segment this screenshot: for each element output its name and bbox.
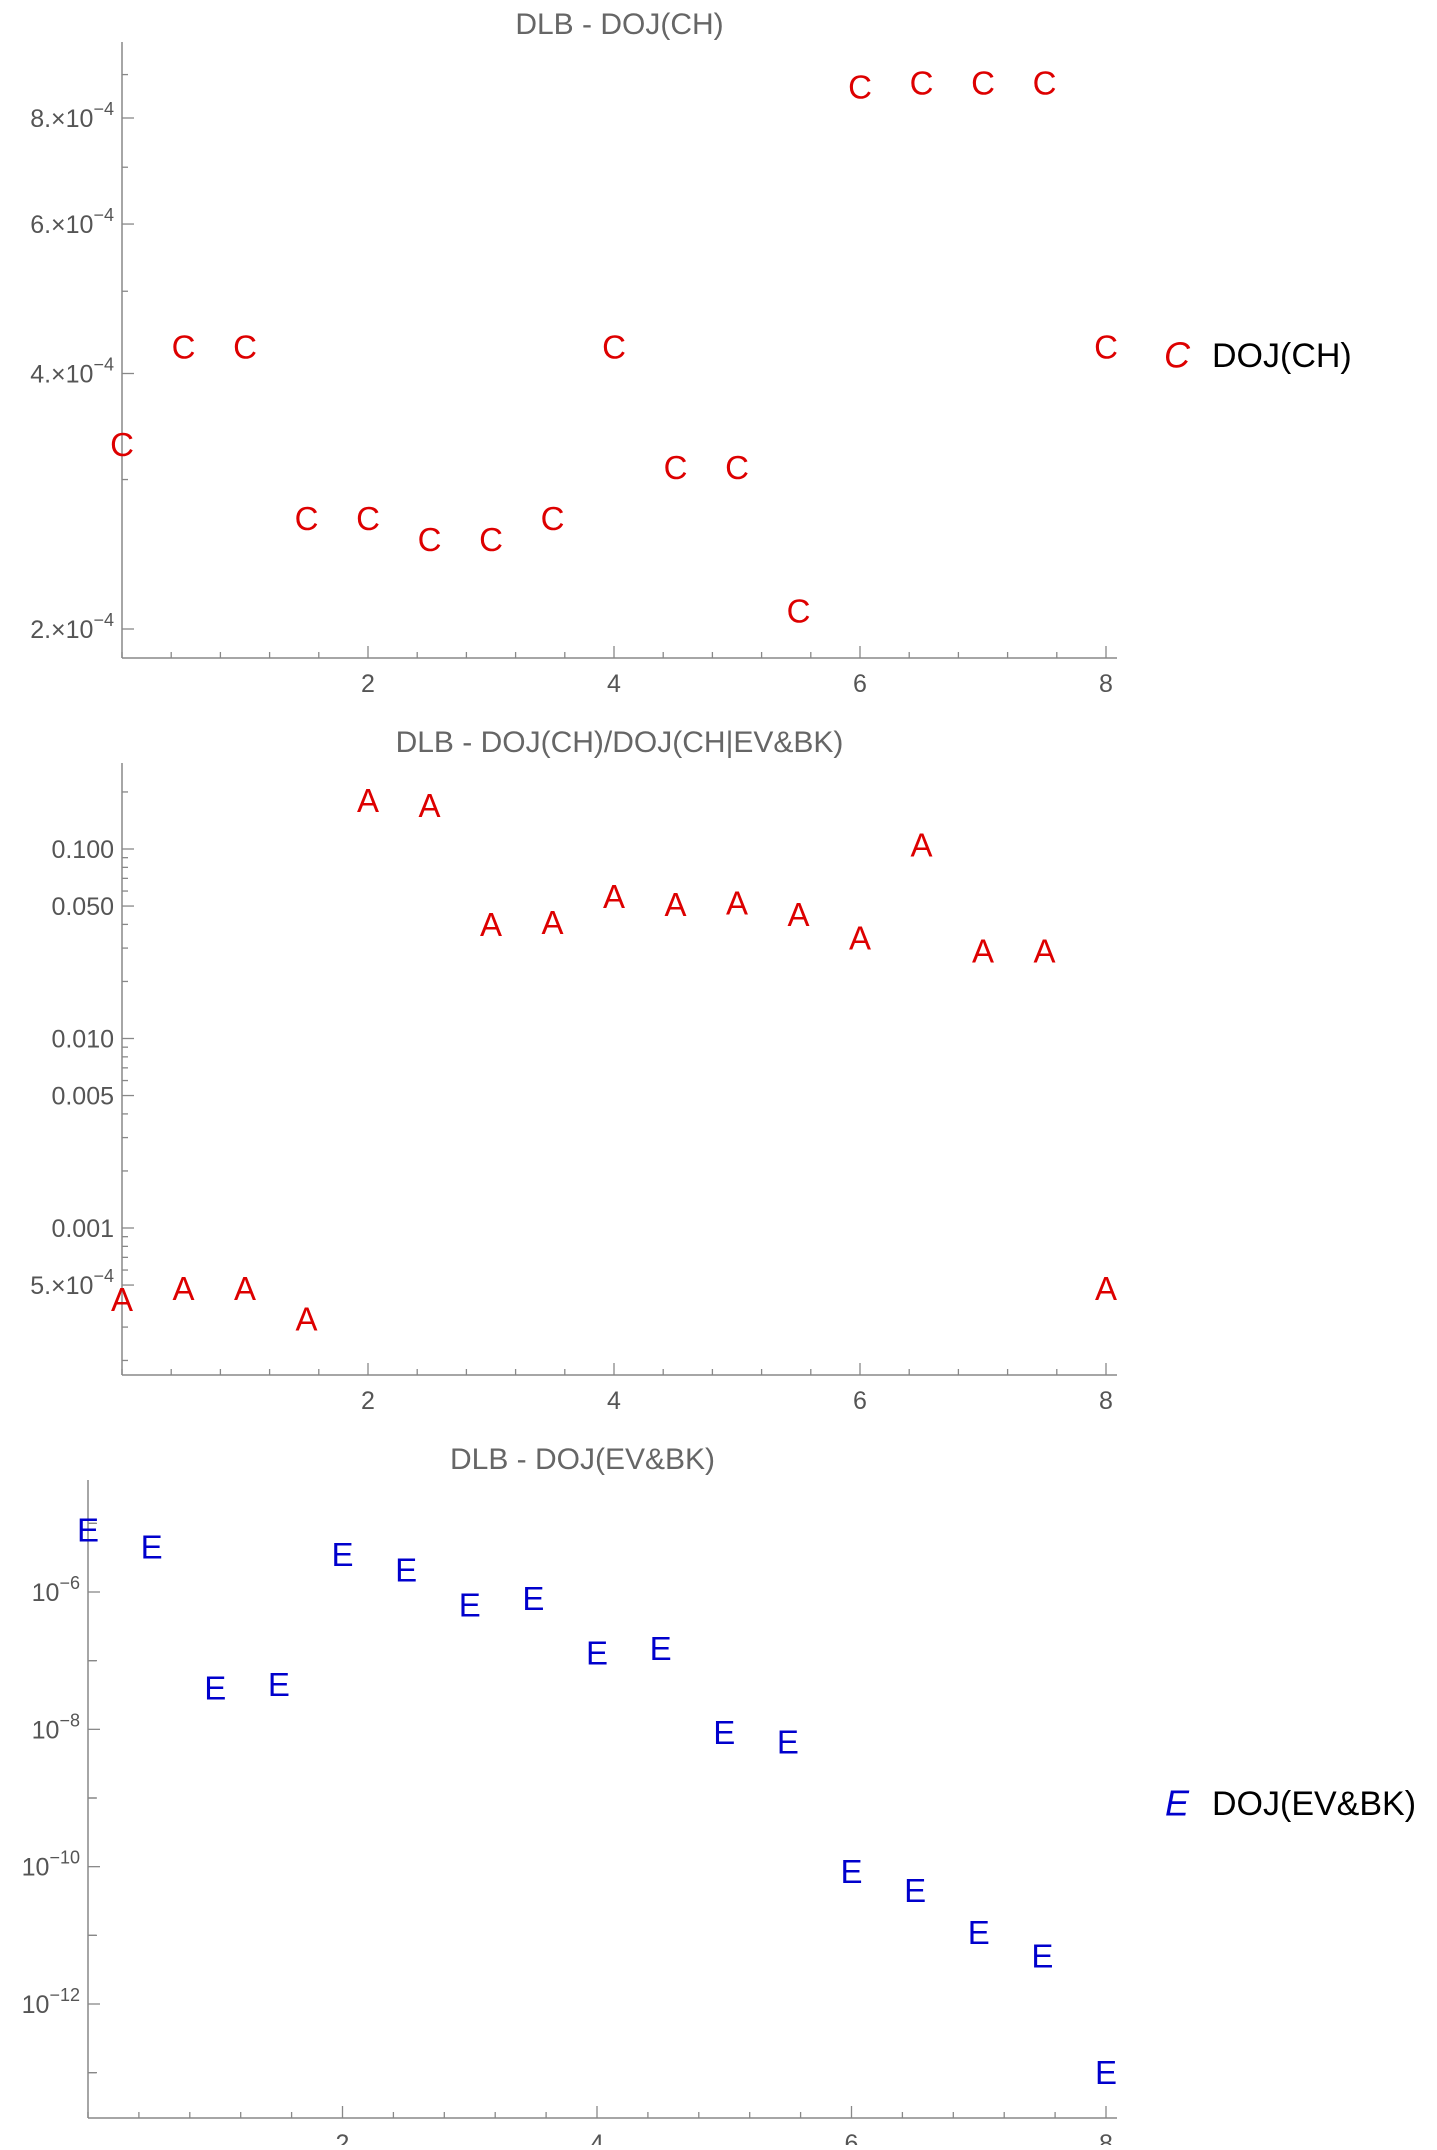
data-point: C bbox=[541, 500, 565, 537]
data-point: C bbox=[664, 449, 688, 486]
x-tick-label: 4 bbox=[590, 2130, 604, 2145]
y-tick-label: 8.×10−4 bbox=[30, 99, 114, 133]
data-point: C bbox=[725, 449, 749, 486]
x-tick-label: 4 bbox=[607, 670, 621, 698]
data-point: E bbox=[459, 1586, 481, 1623]
x-tick-label: 2 bbox=[336, 2130, 350, 2145]
y-tick-label: 10−12 bbox=[22, 1985, 80, 2019]
data-point: C bbox=[910, 64, 934, 101]
y-tick-label: 0.050 bbox=[51, 893, 114, 921]
data-point: E bbox=[650, 1630, 672, 1667]
chart-panel-1: DLB - DOJ(CH) 2.×10−4 4.×10−4 6.×10−4 8.×10−… bbox=[30, 8, 1352, 698]
data-point: A bbox=[1095, 1270, 1117, 1307]
data-point: E bbox=[968, 1914, 990, 1951]
data-point: E bbox=[1031, 1938, 1053, 1975]
data-point: A bbox=[480, 906, 502, 943]
data-point: E bbox=[331, 1536, 353, 1573]
x-tick-label: 4 bbox=[607, 1387, 621, 1415]
data-point: C bbox=[418, 521, 442, 558]
data-point: E bbox=[840, 1853, 862, 1890]
data-point: A bbox=[295, 1301, 317, 1338]
legend: C DOJ(CH) bbox=[1164, 335, 1352, 376]
data-point: C bbox=[787, 593, 811, 630]
data-point: E bbox=[713, 1714, 735, 1751]
data-point: C bbox=[971, 64, 995, 101]
legend-marker: E bbox=[1165, 1783, 1190, 1824]
data-point: A bbox=[664, 886, 686, 923]
data-point: E bbox=[141, 1529, 163, 1566]
legend-label: DOJ(CH) bbox=[1212, 337, 1352, 375]
legend-marker: C bbox=[1164, 335, 1191, 376]
data-point: C bbox=[172, 328, 196, 365]
data-point: C bbox=[602, 328, 626, 365]
y-tick-label: 6.×10−4 bbox=[30, 205, 114, 239]
data-point: C bbox=[356, 500, 380, 537]
y-tick-label: 10−6 bbox=[32, 1573, 80, 1607]
x-tick-label: 6 bbox=[845, 2130, 859, 2145]
data-point: A bbox=[418, 787, 440, 824]
chart-title: DLB - DOJ(CH)/DOJ(CH|EV&BK) bbox=[396, 726, 844, 759]
x-tick-label: 8 bbox=[1099, 670, 1113, 698]
data-point: C bbox=[1033, 64, 1057, 101]
data-point: A bbox=[910, 826, 932, 863]
data-point: E bbox=[204, 1669, 226, 1706]
legend: E DOJ(EV&BK) bbox=[1165, 1783, 1416, 1824]
data-point: E bbox=[1095, 2054, 1117, 2091]
data-point: A bbox=[111, 1281, 133, 1318]
data-point: E bbox=[586, 1634, 608, 1671]
data-point: C bbox=[479, 521, 503, 558]
x-tick-label: 6 bbox=[853, 670, 867, 698]
data-point: E bbox=[77, 1511, 99, 1548]
data-point: C bbox=[110, 426, 134, 463]
data-point: A bbox=[787, 896, 809, 933]
x-tick-label: 8 bbox=[1099, 2130, 1113, 2145]
y-tick-label: 2.×10−4 bbox=[30, 610, 114, 644]
data-point: C bbox=[1094, 328, 1118, 365]
y-tick-label: 4.×10−4 bbox=[30, 355, 114, 389]
y-tick-label: 10−8 bbox=[32, 1710, 80, 1744]
data-point: E bbox=[395, 1551, 417, 1588]
series-points: E E E E E E E E E E E E E E E E E bbox=[77, 1511, 1117, 2091]
y-tick-label: 5.×10−4 bbox=[30, 1266, 114, 1300]
y-tick-label: 0.001 bbox=[51, 1215, 114, 1243]
y-tick-label: 0.100 bbox=[51, 836, 114, 864]
x-tick-label: 8 bbox=[1099, 1387, 1113, 1415]
data-point: E bbox=[522, 1580, 544, 1617]
data-point: A bbox=[972, 932, 994, 969]
y-tick-label: 10−10 bbox=[22, 1848, 80, 1882]
data-point: C bbox=[233, 328, 257, 365]
x-tick-label: 6 bbox=[853, 1387, 867, 1415]
legend-label: DOJ(EV&BK) bbox=[1212, 1785, 1416, 1823]
chart-title: DLB - DOJ(EV&BK) bbox=[450, 1443, 715, 1476]
series-points: A A A A A A A A A A A A A A A A A bbox=[111, 782, 1117, 1338]
data-point: C bbox=[295, 500, 319, 537]
data-point: A bbox=[357, 782, 379, 819]
data-point: E bbox=[904, 1872, 926, 1909]
data-point: A bbox=[234, 1270, 256, 1307]
y-tick-label: 0.005 bbox=[51, 1083, 114, 1111]
data-point: A bbox=[1033, 932, 1055, 969]
data-point: A bbox=[172, 1270, 194, 1307]
data-point: E bbox=[268, 1666, 290, 1703]
chart-panel-2: DLB - DOJ(CH)/DOJ(CH|EV&BK) 0.100 0.050 0.0… bbox=[30, 726, 1117, 1415]
y-tick-label: 0.010 bbox=[51, 1026, 114, 1054]
data-point: C bbox=[848, 69, 872, 106]
data-point: A bbox=[541, 904, 563, 941]
chart-title: DLB - DOJ(CH) bbox=[515, 8, 723, 41]
x-tick-label: 2 bbox=[361, 1387, 375, 1415]
x-tick-label: 2 bbox=[361, 670, 375, 698]
data-point: A bbox=[603, 878, 625, 915]
data-point: A bbox=[849, 919, 871, 956]
data-point: E bbox=[777, 1724, 799, 1761]
data-point: A bbox=[726, 884, 748, 921]
